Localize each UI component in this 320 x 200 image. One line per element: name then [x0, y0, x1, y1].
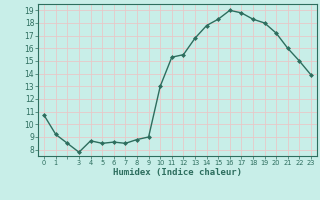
X-axis label: Humidex (Indice chaleur): Humidex (Indice chaleur) — [113, 168, 242, 177]
